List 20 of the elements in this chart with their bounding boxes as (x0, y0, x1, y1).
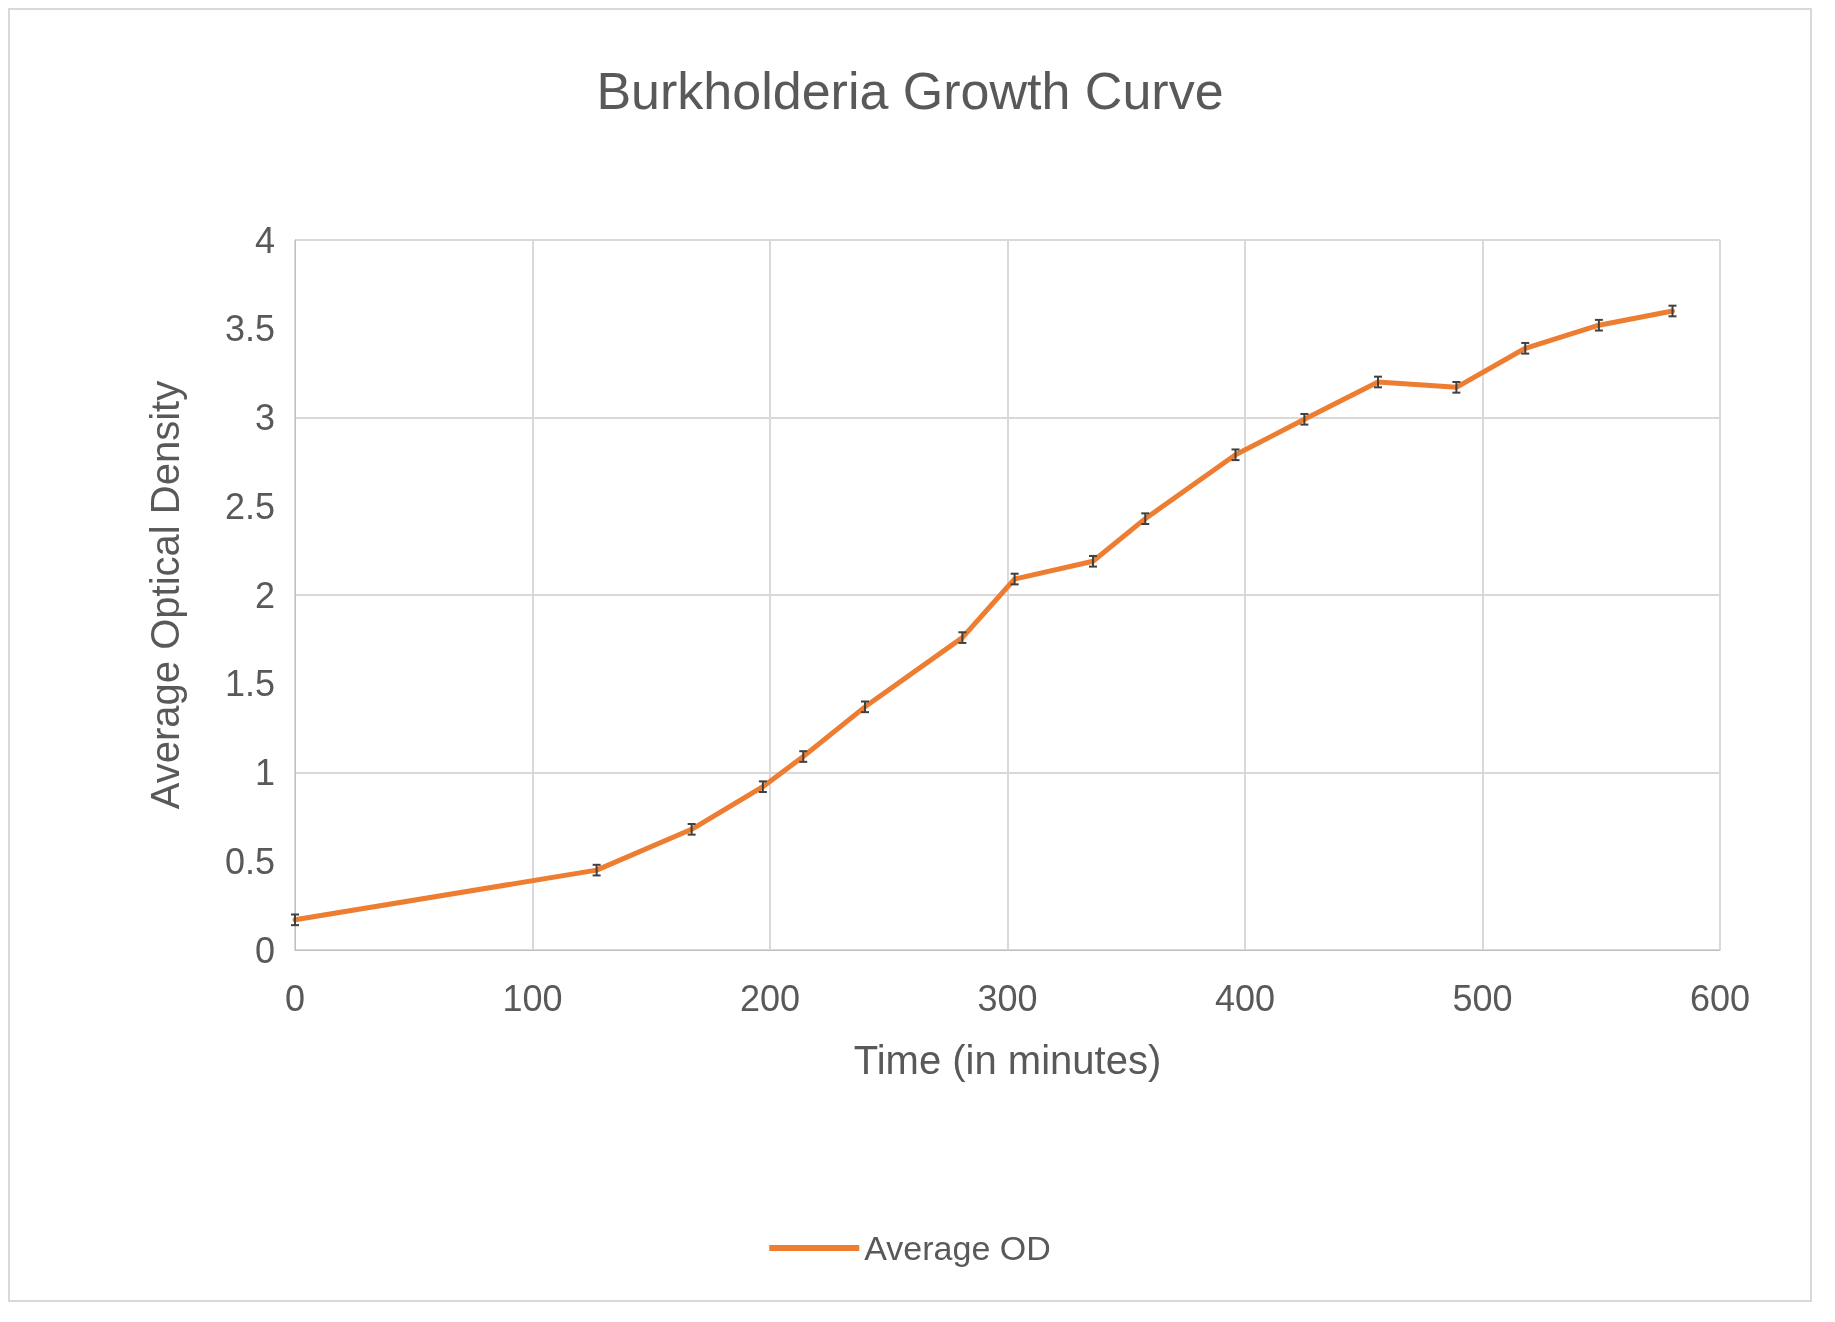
y-tick-label: 3.5 (224, 308, 275, 350)
y-tick-label: 3 (254, 397, 275, 438)
x-tick-label: 0 (284, 977, 306, 1019)
x-tick-label: 300 (977, 977, 1038, 1019)
y-tick-label: 1.5 (224, 663, 275, 705)
x-tick-label: 400 (1214, 977, 1276, 1019)
x-axis-title: Time (in minutes) (853, 1038, 1162, 1082)
y-tick-label: 1 (254, 752, 275, 793)
x-tick-label: 100 (502, 977, 563, 1019)
y-tick-label: 0 (254, 929, 275, 971)
legend-label: Average OD (864, 1229, 1051, 1267)
y-tick-label: 2 (254, 574, 275, 616)
y-tick-label: 4 (254, 219, 275, 261)
chart-title: Burkholderia Growth Curve (596, 62, 1224, 120)
x-tick-label: 600 (1689, 977, 1751, 1019)
x-tick-label: 200 (739, 977, 801, 1019)
y-tick-label: 0.5 (224, 840, 275, 882)
x-tick-label: 500 (1452, 977, 1513, 1019)
y-axis-title: Average Optical Density (143, 380, 187, 810)
y-tick-label: 2.5 (224, 485, 275, 527)
